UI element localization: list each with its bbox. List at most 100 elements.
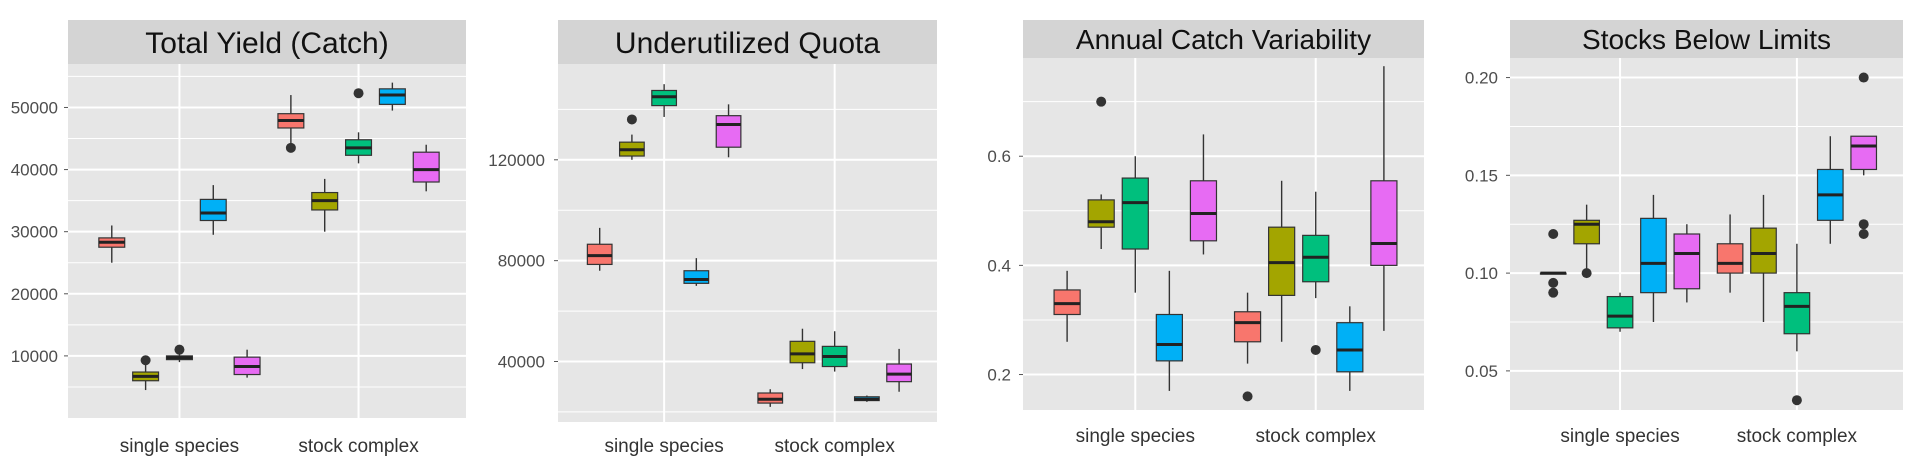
- facet-strip: [1023, 20, 1424, 58]
- box-body: [1121, 177, 1149, 250]
- boxplot-series-5: [1189, 134, 1218, 255]
- plot-background: [1510, 58, 1903, 410]
- outlier-point: [1548, 229, 1559, 239]
- boxplot-series-4: [1336, 306, 1364, 391]
- facet-strip: [1510, 20, 1903, 58]
- outlier-point: [1242, 391, 1253, 402]
- boxplot-series-3: [1783, 243, 1811, 406]
- box-body: [789, 340, 816, 364]
- box-body: [1155, 313, 1183, 362]
- boxplot-series-2: [1750, 194, 1777, 322]
- boxplot-series-3: [345, 88, 373, 164]
- box-body: [1673, 233, 1701, 290]
- box-body: [412, 151, 440, 183]
- boxplot-series-1: [757, 389, 784, 407]
- boxplot-series-4: [1155, 270, 1183, 391]
- box-body: [1573, 219, 1601, 245]
- outlier-point: [353, 88, 364, 99]
- boxplot-series-4: [199, 185, 227, 235]
- x-category-label: single species: [120, 436, 239, 457]
- boxplot-series-3: [1121, 156, 1149, 293]
- outlier-point: [1858, 72, 1869, 83]
- box-body: [715, 115, 742, 148]
- outlier-point: [140, 355, 151, 366]
- y-tick-label: 0.15: [1465, 166, 1498, 185]
- boxplot-series-1: [1233, 292, 1262, 402]
- x-category-label: stock complex: [1256, 426, 1377, 447]
- chart-panel-2: 40000 80000 120000 Underutilized Quota singl…: [488, 20, 937, 457]
- box-body: [1606, 295, 1634, 329]
- y-tick-label: 30000: [11, 223, 58, 242]
- box-body: [199, 198, 227, 222]
- boxplot-series-5: [715, 104, 742, 158]
- x-category-label: stock complex: [1737, 426, 1858, 447]
- plot-background: [68, 64, 466, 418]
- boxplot-series-4: [1640, 194, 1667, 322]
- outlier-point: [1858, 219, 1869, 230]
- plot-background: [1023, 58, 1424, 410]
- boxplot-series-2: [132, 355, 160, 391]
- box-body: [1640, 217, 1667, 294]
- box-body: [378, 88, 406, 105]
- boxplot-series-1: [277, 95, 305, 153]
- boxplot-series-1: [1539, 229, 1567, 298]
- facet-title: Annual Catch Variability: [1076, 24, 1371, 55]
- y-tick-label: 50000: [11, 98, 58, 117]
- box-body: [1370, 180, 1398, 266]
- boxplot-series-3: [1302, 191, 1330, 355]
- box-body: [683, 270, 710, 284]
- boxplot-series-2: [618, 114, 645, 160]
- box-body: [1783, 292, 1811, 335]
- facet-title: Stocks Below Limits: [1582, 24, 1831, 55]
- chart-panel-4: 0.05 0.10 0.15 0.20 Stocks Below Limits singl…: [1465, 20, 1903, 447]
- y-tick-label: 0.10: [1465, 264, 1498, 283]
- outlier-point: [1310, 344, 1321, 355]
- y-tick-label: 20000: [11, 285, 58, 304]
- chart-panel-1: 10000 20000 30000 40000 50000 Total Yield (Ca…: [11, 20, 466, 457]
- outlier-point: [626, 114, 637, 125]
- outlier-point: [1858, 229, 1869, 239]
- y-tick-label: 120000: [488, 151, 545, 170]
- boxplot-series-1: [1053, 270, 1081, 342]
- boxplot-series-2: [1268, 180, 1296, 342]
- y-tick-label: 80000: [498, 252, 545, 271]
- y-tick-label: 0.2: [987, 366, 1011, 385]
- y-tick-label: 0.20: [1465, 69, 1498, 88]
- boxplot-series-4: [853, 395, 880, 402]
- boxplot-series-3: [1606, 292, 1634, 332]
- boxplot-series-5: [1673, 224, 1701, 303]
- x-category-label: single species: [604, 436, 723, 457]
- y-tick-label: 0.05: [1465, 362, 1498, 381]
- boxplot-series-5: [1850, 72, 1878, 239]
- boxplot-series-5: [233, 349, 261, 378]
- boxplot-series-2: [1087, 96, 1115, 250]
- outlier-point: [285, 142, 296, 153]
- boxplot-series-1: [586, 227, 613, 271]
- box-body: [1189, 180, 1218, 242]
- box-body: [1750, 227, 1777, 274]
- boxplot-series-5: [1370, 66, 1398, 331]
- box-body: [1336, 322, 1364, 373]
- x-category-label: single species: [1560, 426, 1679, 447]
- boxplot-series-5: [412, 144, 440, 192]
- x-category-label: stock complex: [298, 436, 419, 457]
- boxplot-series-2: [789, 328, 816, 370]
- box-body: [1233, 311, 1262, 343]
- boxplot-series-3: [651, 84, 678, 117]
- outlier-point: [1581, 268, 1592, 279]
- box-body: [1850, 135, 1878, 171]
- boxplot-series-4: [1816, 136, 1844, 244]
- box-body: [1716, 243, 1744, 274]
- boxplot-series-4: [683, 258, 710, 286]
- facet-strip: [558, 20, 937, 64]
- boxplot-series-2: [1573, 204, 1601, 279]
- boxplot-series-4: [378, 82, 406, 111]
- facet-strip: [68, 20, 466, 64]
- facet-title: Total Yield (Catch): [145, 27, 388, 60]
- x-category-label: stock complex: [774, 436, 895, 457]
- outlier-point: [1096, 96, 1107, 107]
- boxplot-series-1: [1716, 214, 1744, 293]
- y-tick-label: 0.4: [987, 256, 1011, 275]
- boxplot-series-5: [886, 348, 913, 392]
